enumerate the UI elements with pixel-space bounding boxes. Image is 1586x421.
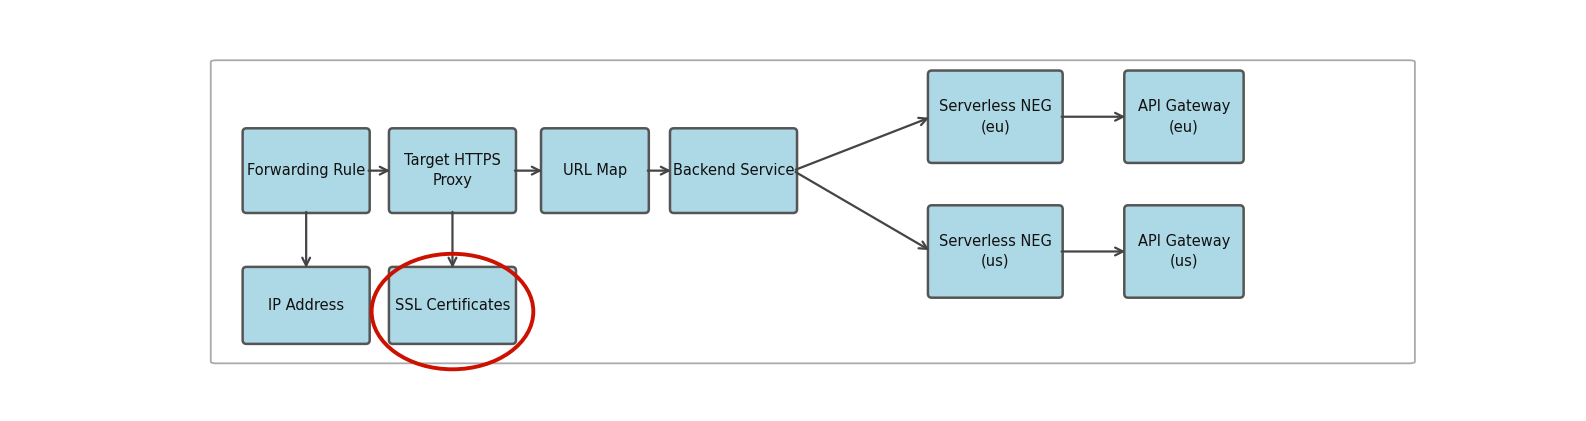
Text: Forwarding Rule: Forwarding Rule (247, 163, 365, 178)
Text: Backend Service: Backend Service (672, 163, 795, 178)
FancyBboxPatch shape (243, 267, 370, 344)
FancyBboxPatch shape (928, 205, 1063, 298)
Text: URL Map: URL Map (563, 163, 626, 178)
Text: SSL Certificates: SSL Certificates (395, 298, 511, 313)
Text: Serverless NEG
(us): Serverless NEG (us) (939, 234, 1052, 269)
FancyBboxPatch shape (389, 267, 515, 344)
Text: Target HTTPS
Proxy: Target HTTPS Proxy (404, 153, 501, 188)
FancyBboxPatch shape (211, 60, 1415, 363)
FancyBboxPatch shape (669, 128, 798, 213)
Text: API Gateway
(us): API Gateway (us) (1137, 234, 1231, 269)
Text: API Gateway
(eu): API Gateway (eu) (1137, 99, 1231, 134)
FancyBboxPatch shape (1124, 71, 1243, 163)
FancyBboxPatch shape (243, 128, 370, 213)
FancyBboxPatch shape (389, 128, 515, 213)
Text: IP Address: IP Address (268, 298, 344, 313)
Text: Serverless NEG
(eu): Serverless NEG (eu) (939, 99, 1052, 134)
FancyBboxPatch shape (541, 128, 649, 213)
FancyBboxPatch shape (1124, 205, 1243, 298)
FancyBboxPatch shape (928, 71, 1063, 163)
